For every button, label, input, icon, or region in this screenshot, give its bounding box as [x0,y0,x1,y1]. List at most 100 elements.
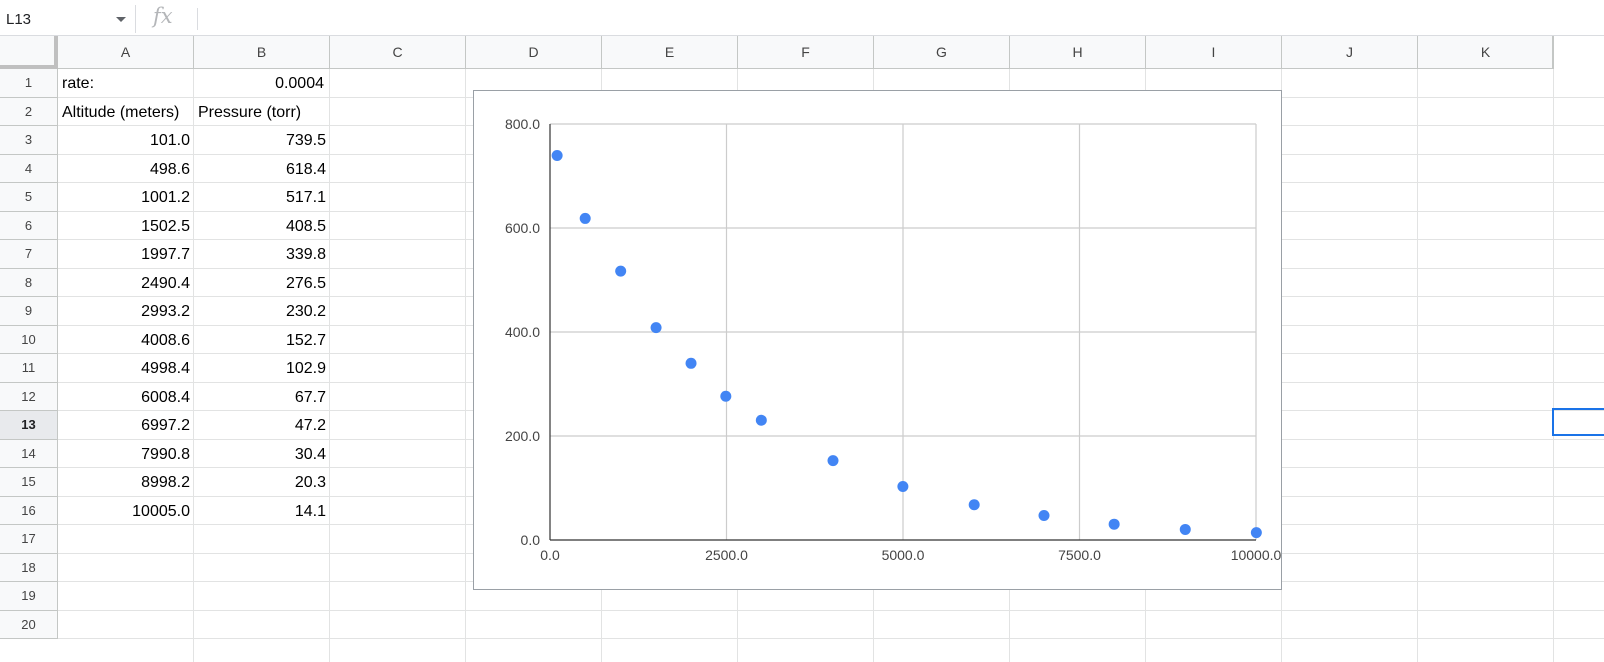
y-tick-label: 400.0 [505,324,540,340]
column-header-h[interactable]: H [1010,36,1146,69]
column-header-a[interactable]: A [58,36,194,69]
chart-canvas: 0.0 2500.0 5000.0 7500.0 10000.0 0.0 200.0 400.… [505,116,1282,563]
data-point[interactable] [897,480,909,492]
column-header-b[interactable]: B [194,36,330,69]
column-header-g[interactable]: G [874,36,1010,69]
cell-pressure[interactable]: 408.5 [285,217,326,235]
data-point[interactable] [650,322,662,334]
formula-bar: L13 fx [0,0,1604,36]
gridline [58,638,1604,639]
name-box-value: L13 [6,11,32,28]
formula-input[interactable] [205,6,1589,32]
row-header-16[interactable]: 16 [0,496,58,525]
cell-pressure[interactable]: 517.1 [285,189,326,206]
data-point[interactable] [685,357,697,369]
row-header-10[interactable]: 10 [0,325,58,354]
row-header-13[interactable]: 13 [0,411,58,440]
row-header-2[interactable]: 2 [0,97,58,126]
cell-altitude[interactable]: 1997.7 [141,246,190,263]
data-point[interactable] [551,149,563,161]
cell-pressure[interactable]: 67.7 [294,388,326,406]
cell-altitude[interactable]: 1502.5 [141,217,190,235]
select-all-corner[interactable] [0,36,58,69]
cell-pressure[interactable]: 276.5 [285,274,326,292]
column-header-k[interactable]: K [1418,36,1554,69]
column-header-d[interactable]: D [466,36,602,69]
cell-pressure[interactable]: 618.4 [285,160,326,178]
row-header-11[interactable]: 11 [0,354,58,383]
gridline [193,69,194,662]
cell-altitude[interactable]: 4008.6 [141,331,190,349]
divider [1552,36,1553,69]
selected-cell-l13[interactable] [1552,408,1604,436]
cell-pressure[interactable]: 152.7 [285,331,326,349]
cell-pressure[interactable]: 20.3 [294,474,326,491]
chevron-down-icon[interactable] [116,17,126,22]
row-header-6[interactable]: 6 [0,211,58,240]
data-point[interactable] [1108,518,1120,530]
row-header-1[interactable]: 1 [0,69,58,98]
cell-altitude[interactable]: 4998.4 [141,360,190,377]
cell-altitude[interactable]: 498.6 [149,160,190,178]
cell-pressure[interactable]: 14.1 [294,502,326,520]
row-header-19[interactable]: 19 [0,582,58,611]
cell-altitude[interactable]: 2490.4 [141,274,190,292]
column-header-e[interactable]: E [602,36,738,69]
x-tick-label: 0.0 [540,547,560,563]
column-header-i[interactable]: I [1146,36,1282,69]
cell-altitude[interactable]: 8998.2 [141,474,190,491]
name-box[interactable]: L13 [0,5,136,33]
column-header-j[interactable]: J [1282,36,1418,69]
data-point[interactable] [1179,523,1191,535]
data-point[interactable] [720,390,732,402]
cell-altitude[interactable]: 6997.2 [141,417,190,434]
x-tick-label: 7500.0 [1058,547,1101,563]
cell-b1[interactable]: 0.0004 [275,75,324,92]
cell-altitude[interactable]: 10005.0 [132,502,190,520]
cell-pressure[interactable]: 30.4 [294,445,326,463]
y-tick-label: 800.0 [505,116,540,132]
row-header-4[interactable]: 4 [0,154,58,183]
row-header-12[interactable]: 12 [0,382,58,411]
row-header-14[interactable]: 14 [0,439,58,468]
row-header-17[interactable]: 17 [0,525,58,554]
row-header-5[interactable]: 5 [0,183,58,212]
gridline [329,69,330,662]
divider [197,8,198,30]
cell-pressure[interactable]: 230.2 [285,303,326,320]
cell-pressure[interactable]: 339.8 [285,246,326,263]
data-point[interactable] [615,265,627,277]
gridline [1553,69,1554,662]
cell-altitude[interactable]: 1001.2 [141,189,190,206]
data-point[interactable] [1038,509,1050,521]
cell-a2[interactable]: Altitude (meters) [62,103,180,121]
x-tick-label: 10000.0 [1231,547,1282,563]
cell-a1[interactable]: rate: [62,75,95,92]
x-tick-label: 5000.0 [882,547,925,563]
row-header-3[interactable]: 3 [0,126,58,155]
data-point[interactable] [827,455,839,467]
gridline [58,609,1604,611]
y-tick-label: 600.0 [505,220,540,236]
cell-pressure[interactable]: 102.9 [285,360,326,377]
cell-altitude[interactable]: 6008.4 [141,388,190,406]
row-header-7[interactable]: 7 [0,240,58,269]
cell-b2[interactable]: Pressure (torr) [198,103,302,121]
cell-pressure[interactable]: 739.5 [285,132,326,149]
row-header-8[interactable]: 8 [0,268,58,297]
cell-altitude[interactable]: 2993.2 [141,303,190,320]
column-header-c[interactable]: C [330,36,466,69]
row-header-9[interactable]: 9 [0,297,58,326]
cell-altitude[interactable]: 101.0 [149,132,190,149]
scatter-chart[interactable]: 0.0 2500.0 5000.0 7500.0 10000.0 0.0 200.0 400.… [473,90,1282,590]
column-header-f[interactable]: F [738,36,874,69]
data-point[interactable] [968,499,980,511]
data-point[interactable] [579,212,591,224]
data-point[interactable] [755,414,767,426]
row-header-18[interactable]: 18 [0,553,58,582]
row-header-20[interactable]: 20 [0,610,58,639]
cell-altitude[interactable]: 7990.8 [141,445,190,463]
data-point[interactable] [1250,527,1262,539]
cell-pressure[interactable]: 47.2 [294,417,326,434]
row-header-15[interactable]: 15 [0,468,58,497]
